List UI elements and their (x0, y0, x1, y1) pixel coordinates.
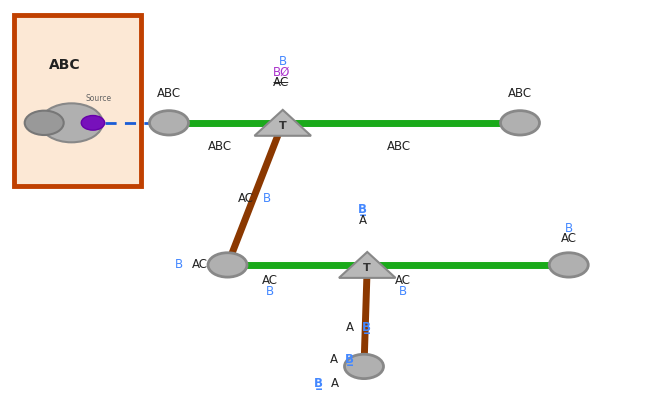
Text: ABC: ABC (207, 140, 232, 153)
Circle shape (40, 104, 103, 143)
Circle shape (25, 111, 64, 136)
Circle shape (150, 111, 188, 136)
Text: Source: Source (86, 94, 112, 103)
Text: B: B (565, 221, 573, 234)
Text: A̶C̶: A̶C̶ (273, 75, 290, 88)
Text: ABC: ABC (49, 58, 81, 72)
Text: A: A (331, 376, 339, 389)
Text: AC: AC (262, 274, 278, 287)
Text: ABC: ABC (157, 87, 181, 100)
Text: B: B (266, 284, 274, 297)
Circle shape (344, 354, 383, 379)
Text: A: A (330, 352, 337, 365)
Text: AC: AC (192, 258, 209, 271)
Text: ABC: ABC (387, 140, 411, 153)
Circle shape (208, 253, 247, 277)
Text: B̲: B̲ (358, 203, 367, 216)
Text: B: B (175, 258, 183, 271)
Text: AC: AC (561, 231, 577, 244)
Text: A: A (359, 213, 367, 226)
Text: B̲: B̲ (345, 352, 354, 365)
Text: B: B (279, 55, 287, 68)
Text: BØ: BØ (273, 66, 290, 79)
Text: B: B (399, 284, 407, 297)
Text: T: T (363, 262, 371, 272)
FancyBboxPatch shape (14, 16, 141, 186)
Text: B: B (263, 192, 270, 205)
Text: ABC: ABC (508, 87, 532, 100)
Text: B̲: B̲ (361, 320, 370, 333)
Polygon shape (255, 111, 311, 136)
Text: AC: AC (395, 274, 411, 287)
Circle shape (500, 111, 540, 136)
Polygon shape (339, 252, 395, 278)
Text: AC: AC (238, 192, 254, 205)
Circle shape (549, 253, 588, 277)
Text: T: T (279, 121, 287, 130)
Text: A: A (346, 320, 354, 333)
Text: B̲: B̲ (314, 376, 323, 389)
Circle shape (81, 116, 105, 131)
